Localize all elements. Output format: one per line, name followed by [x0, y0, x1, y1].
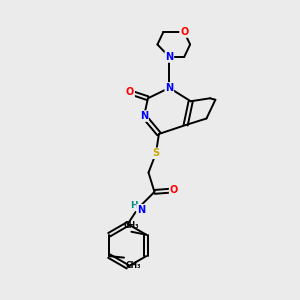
Text: H: H: [130, 201, 138, 210]
Text: N: N: [165, 52, 173, 62]
Text: N: N: [137, 205, 145, 215]
Text: O: O: [170, 185, 178, 195]
Text: N: N: [140, 111, 148, 121]
Text: O: O: [180, 27, 188, 37]
Text: CH₃: CH₃: [125, 261, 141, 270]
Text: N: N: [165, 83, 173, 93]
Text: CH₃: CH₃: [124, 221, 139, 230]
Text: O: O: [126, 87, 134, 97]
Text: S: S: [152, 148, 160, 158]
